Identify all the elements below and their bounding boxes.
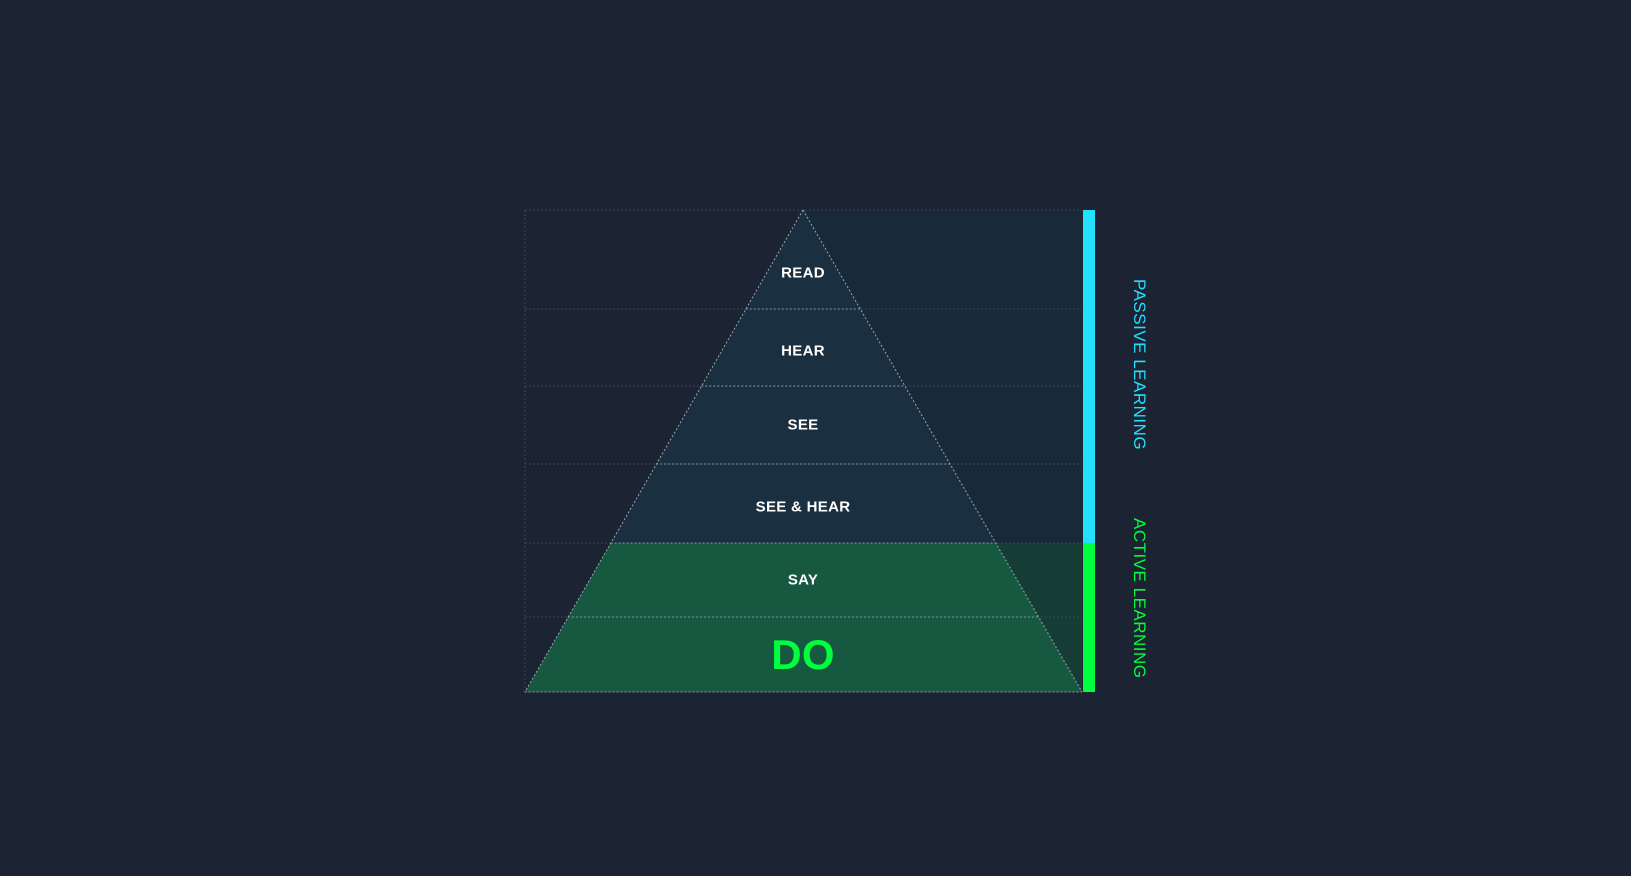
- tier-hear: HEAR: [781, 342, 825, 360]
- pyramid-edge: [802, 209, 1083, 693]
- tier-do: DO: [771, 631, 835, 678]
- pyramid-active: [525, 543, 1082, 692]
- passive-bar: [1083, 210, 1095, 543]
- active-bar: [1083, 543, 1095, 692]
- tier-see: SEE: [787, 416, 819, 434]
- tier-read: READ: [781, 264, 825, 282]
- pyramid-edge: [524, 209, 804, 693]
- active-learning-label: ACTIVE LEARNING: [1130, 518, 1149, 679]
- passive-learning-label: PASSIVE LEARNING: [1130, 279, 1149, 451]
- tier-say: SAY: [787, 571, 819, 589]
- pyramid-passive: [610, 210, 996, 543]
- tier-see-hear: SEE & HEAR: [755, 498, 851, 516]
